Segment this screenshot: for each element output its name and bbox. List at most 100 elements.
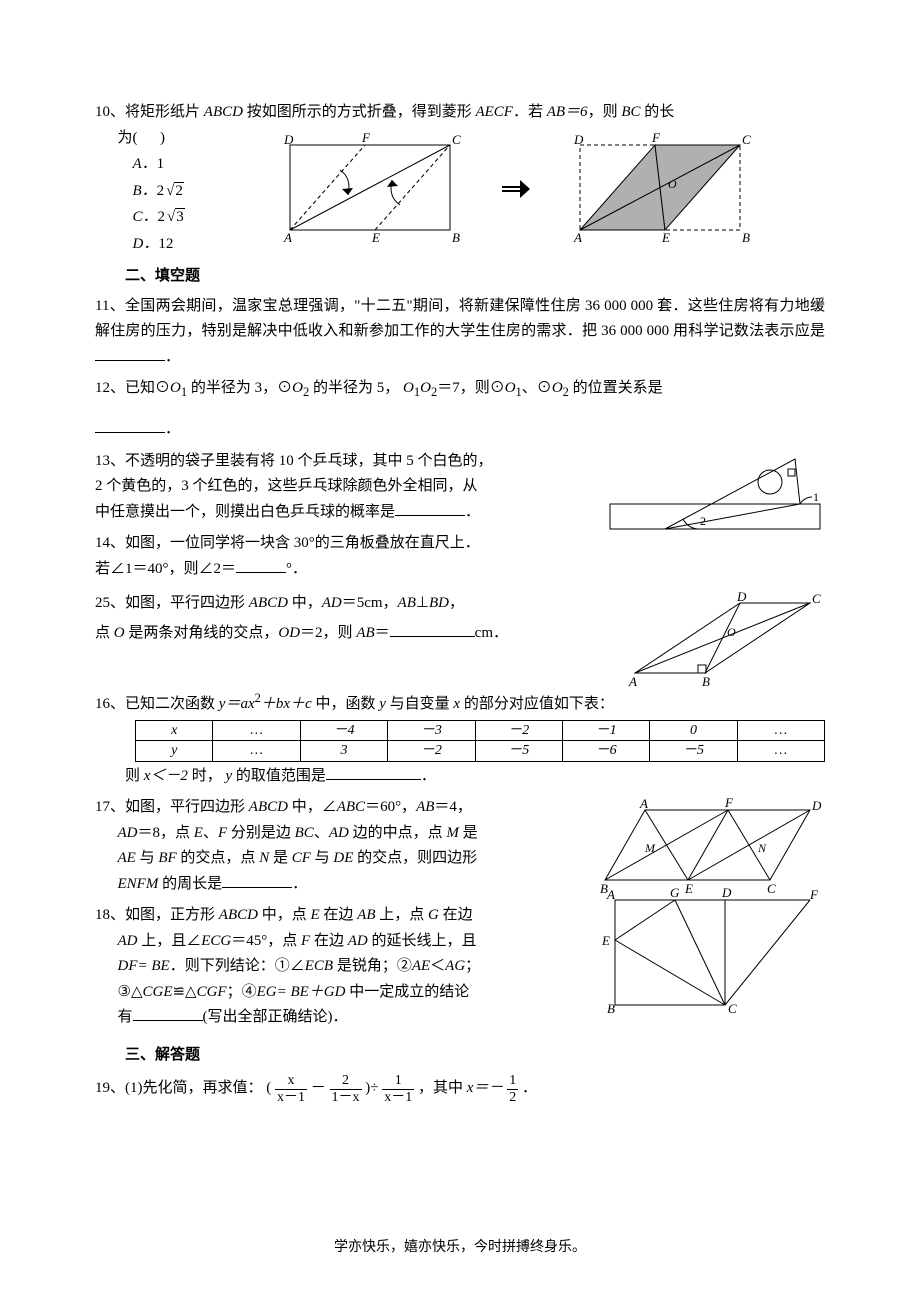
t: 是 (459, 825, 478, 841)
t: 1 (507, 1073, 518, 1089)
question-10: 10、将矩形纸片 ABCD 按如图所示的方式折叠，得到菱形 AECF．若 AB＝… (95, 100, 825, 258)
blank (95, 345, 165, 361)
t: 如图，平行四边形 (125, 595, 249, 611)
t: OD (278, 625, 300, 641)
t: 已知⊙ (125, 380, 170, 396)
t: cm． (475, 625, 508, 641)
label-A: A (628, 674, 637, 688)
page: 10、将矩形纸片 ABCD 按如图所示的方式折叠，得到菱形 AECF．若 AB＝… (0, 0, 920, 1300)
t: ．若 (513, 104, 547, 120)
label-D: D (283, 132, 294, 147)
t: 的部分对应值如下表： (460, 696, 614, 712)
t: 中任意摸出一个，则摸出白色乒乓球的概率是 (95, 504, 395, 520)
cell: －5 (650, 741, 737, 762)
label-B: B (742, 230, 750, 245)
t: O (552, 380, 563, 396)
t: O (170, 380, 181, 396)
t: ． (292, 876, 307, 892)
t: ．则下列结论：①∠ (170, 958, 305, 974)
section-2-heading: 二、填空题 (95, 264, 825, 290)
t: 12 (158, 236, 173, 252)
t: 、⊙ (522, 380, 552, 396)
t: AD (329, 825, 349, 841)
q10-option-d: D．12 (133, 232, 206, 258)
t: 2 (157, 183, 165, 199)
q10-figure-right: D F C A E B O (560, 130, 760, 245)
label-M: M (644, 841, 656, 855)
label-2: 2 (700, 514, 706, 528)
t: 在边 (310, 933, 348, 949)
t: ＝ (375, 625, 390, 641)
label-N: N (757, 841, 767, 855)
t: 的延长线上，且 (368, 933, 477, 949)
t: AB (416, 799, 434, 815)
q17-q18-block: A F D M N B E C 17、如图，平行四边形 ABCD 中，∠ABC＝… (95, 795, 825, 1037)
t: 1－x (330, 1090, 362, 1105)
t: 是锐角；② (333, 958, 412, 974)
q18-number: 18、 (95, 907, 125, 923)
question-19: 19、(1)先化简，再求值： ( xx－1 － 21－x )÷ 1x－1 ，其中… (95, 1072, 825, 1105)
t: )÷ (365, 1080, 378, 1096)
t: 将矩形纸片 (125, 104, 204, 120)
cell: x (136, 720, 213, 741)
fraction: 21－x (330, 1073, 362, 1105)
t: ECB (305, 958, 333, 974)
cell: … (213, 741, 300, 762)
t: ． (522, 1080, 537, 1096)
label-E: E (371, 230, 380, 245)
t: F (218, 825, 227, 841)
label-B: B (607, 1001, 615, 1015)
t: 与 (136, 850, 159, 866)
t: C． (133, 209, 158, 225)
label-A: A (573, 230, 582, 245)
t: 已知二次函数 (125, 696, 219, 712)
t: AD (118, 933, 138, 949)
blank (222, 872, 292, 888)
t: AD (322, 595, 342, 611)
t: DE (333, 850, 353, 866)
t: O (292, 380, 303, 396)
question-16: 16、已知二次函数 y＝ax2＋bx＋c 中，函数 y 与自变量 x 的部分对应… (95, 688, 825, 789)
t: 与 (311, 850, 334, 866)
t: 、 (203, 825, 218, 841)
arrow-icon (500, 130, 530, 245)
label-E: E (601, 933, 610, 948)
t: ＝8，点 (138, 825, 194, 841)
question-11: 11、全国两会期间，温家宝总理强调，"十二五"期间，将新建保障性住房 36 00… (95, 294, 825, 371)
label-C: C (452, 132, 461, 147)
t: BD (429, 595, 449, 611)
t: ENFM (118, 876, 159, 892)
t: ． (165, 421, 180, 437)
t: 的交点，点 (177, 850, 260, 866)
t: 、 (314, 825, 329, 841)
t: x＝－ (467, 1080, 504, 1096)
cell: －5 (475, 741, 562, 762)
q11-number: 11、 (95, 298, 125, 314)
t: 1 (382, 1073, 414, 1089)
t: AB＝6 (547, 104, 588, 120)
t: 的周长是 (158, 876, 222, 892)
q17-number: 17、 (95, 799, 125, 815)
label-C: C (728, 1001, 737, 1015)
t: y＝ax (219, 696, 255, 712)
cell: －2 (475, 720, 562, 741)
q13-number: 13、 (95, 453, 125, 469)
label-O: O (727, 625, 736, 639)
t: 中，点 (258, 907, 311, 923)
t: AB (356, 625, 374, 641)
section-3-heading: 三、解答题 (95, 1043, 825, 1069)
cell: －3 (388, 720, 475, 741)
t: 边的中点，点 (349, 825, 447, 841)
t: ＝2，则 (300, 625, 356, 641)
t: 的位置关系是 (569, 380, 663, 396)
t: 2 (330, 1073, 362, 1089)
t: E (310, 907, 319, 923)
q19-number: 19、 (95, 1080, 125, 1096)
q16-table: x … －4 －3 －2 －1 0 … y … 3 －2 －5 －6 －5 … (135, 720, 825, 762)
blank (390, 621, 475, 637)
t: ； (465, 958, 480, 974)
t: ABCD (204, 104, 243, 120)
t: ABCD (249, 799, 288, 815)
t: 的半径为 3，⊙ (187, 380, 292, 396)
cell: －6 (562, 741, 649, 762)
